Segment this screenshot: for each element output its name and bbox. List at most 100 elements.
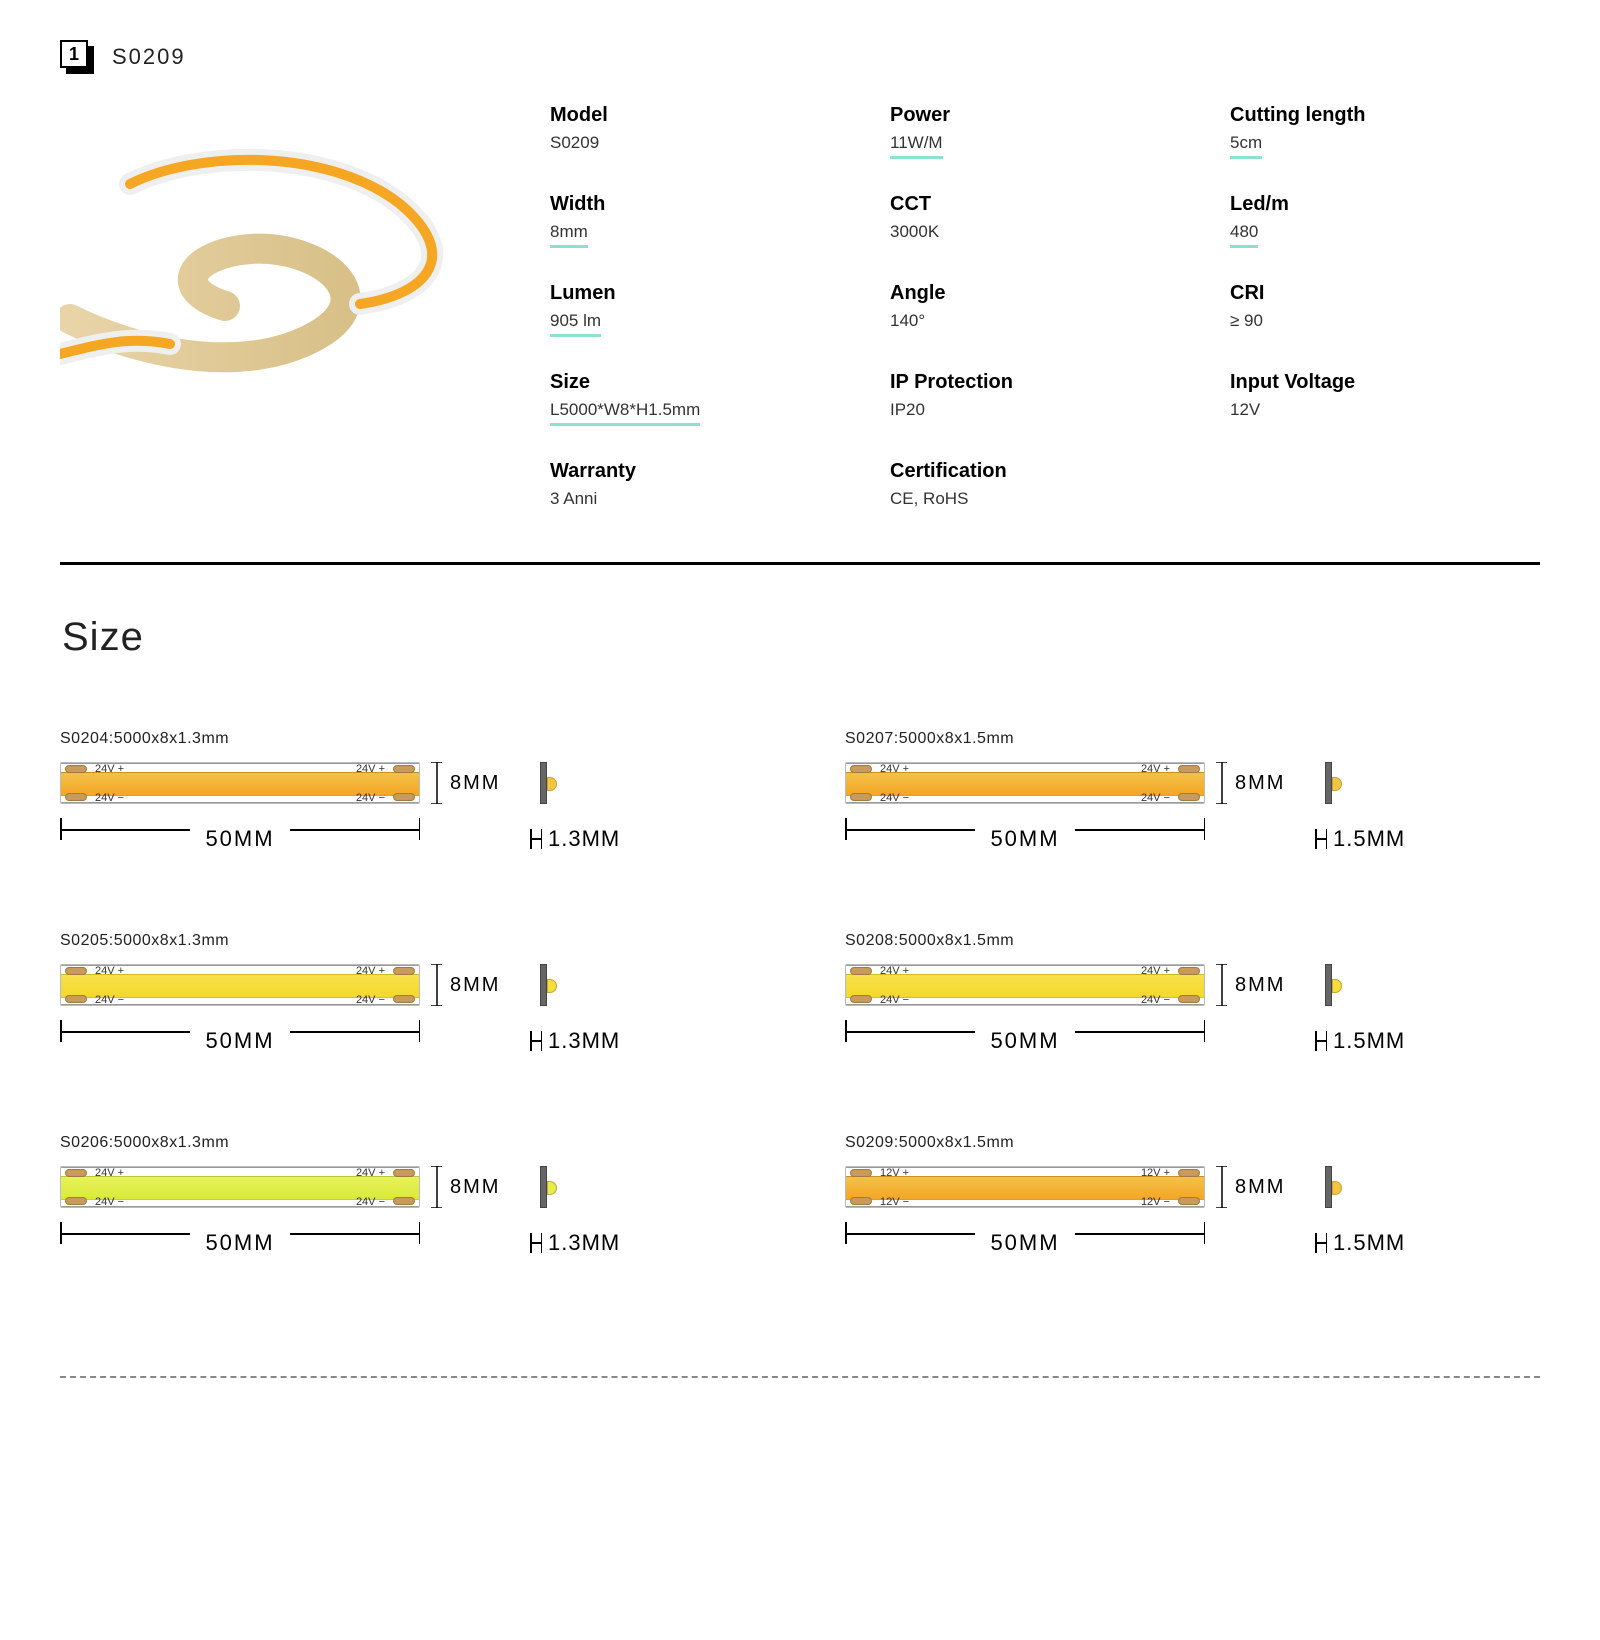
cross-section — [540, 964, 566, 1006]
cross-section — [1325, 964, 1351, 1006]
voltage-label: 24V − — [1141, 792, 1170, 804]
height-dimension: 8MM — [1215, 1166, 1285, 1208]
height-dimension: 8MM — [1215, 762, 1285, 804]
thickness-value: 1.3MM — [548, 1028, 620, 1054]
solder-pad — [850, 1197, 872, 1205]
size-item: S0206:5000x8x1.3mm24V +24V +24V −24V −8M… — [60, 1134, 755, 1256]
spec-item: Lumen 905 lm — [550, 282, 860, 337]
dimension-row: 50MM 1.5MM — [845, 826, 1540, 852]
height-value: 8MM — [1235, 772, 1285, 795]
product-code: S0209 — [112, 44, 186, 70]
solder-pad — [1178, 1197, 1200, 1205]
spec-value: S0209 — [550, 133, 599, 156]
width-dimension: 50MM — [845, 1230, 1205, 1256]
spec-item: Power11W/M — [890, 104, 1200, 159]
strip-diagram: 12V +12V +12V −12V −8MM — [845, 1166, 1540, 1208]
voltage-label: 24V − — [356, 1196, 385, 1208]
spec-value: 140° — [890, 311, 925, 334]
height-value: 8MM — [450, 974, 500, 997]
size-caption: S0206:5000x8x1.3mm — [60, 1134, 755, 1152]
voltage-label: 24V − — [95, 994, 124, 1006]
voltage-label: 12V − — [880, 1196, 909, 1208]
spec-value: 8mm — [550, 222, 588, 248]
spec-label: CRI — [1230, 282, 1540, 305]
cross-section — [1325, 1166, 1351, 1208]
thickness-value: 1.5MM — [1333, 826, 1405, 852]
solder-pad — [393, 1197, 415, 1205]
spec-value: 5cm — [1230, 133, 1262, 159]
thickness-value: 1.5MM — [1333, 1230, 1405, 1256]
voltage-label: 24V + — [1141, 763, 1170, 775]
dotted-divider — [60, 1376, 1540, 1378]
strip-diagram: 24V +24V +24V −24V −8MM — [845, 964, 1540, 1006]
header: 1 S0209 — [60, 40, 1540, 74]
spec-item: CCT 3000K — [890, 193, 1200, 248]
spec-value: 905 lm — [550, 311, 601, 337]
size-item: S0208:5000x8x1.5mm24V +24V +24V −24V −8M… — [845, 932, 1540, 1054]
spec-value: 12V — [1230, 400, 1260, 423]
spec-value: 11W/M — [890, 133, 943, 159]
size-caption: S0204:5000x8x1.3mm — [60, 730, 755, 748]
top-section: ModelS0209 Power11W/M Cutting length 5cm Wid… — [60, 94, 1540, 512]
size-heading: Size — [62, 615, 1540, 660]
size-item: S0209:5000x8x1.5mm12V +12V +12V −12V −8M… — [845, 1134, 1540, 1256]
dimension-row: 50MM1.3MM — [60, 1230, 755, 1256]
voltage-label: 12V + — [1141, 1167, 1170, 1179]
spec-label: Size — [550, 371, 860, 394]
width-value: 50MM — [205, 1028, 274, 1054]
thickness-dimension: 1.5MM — [1315, 826, 1405, 852]
width-value: 50MM — [990, 1028, 1059, 1054]
spec-item: ModelS0209 — [550, 104, 860, 159]
section-divider — [60, 562, 1540, 565]
spec-label: Width — [550, 193, 860, 216]
solder-pad — [1178, 995, 1200, 1003]
width-dimension: 50MM — [845, 826, 1205, 852]
size-item: S0204:5000x8x1.3mm24V +24V +24V −24V −8M… — [60, 730, 755, 852]
height-value: 8MM — [1235, 974, 1285, 997]
size-caption: S0207:5000x8x1.5mm — [845, 730, 1540, 748]
solder-pad — [393, 967, 415, 975]
cross-section — [1325, 762, 1351, 804]
spec-label: Led/m — [1230, 193, 1540, 216]
solder-pad — [850, 793, 872, 801]
size-item: S0205:5000x8x1.3mm24V +24V +24V −24V −8M… — [60, 932, 755, 1054]
spec-value: CE, RoHS — [890, 489, 968, 512]
width-value: 50MM — [990, 826, 1059, 852]
product-image — [60, 94, 510, 414]
width-value: 50MM — [990, 1230, 1059, 1256]
size-caption: S0205:5000x8x1.3mm — [60, 932, 755, 950]
voltage-label: 24V − — [356, 994, 385, 1006]
thickness-value: 1.5MM — [1333, 1028, 1405, 1054]
solder-pad — [65, 765, 87, 773]
thickness-dimension: 1.3MM — [530, 826, 620, 852]
voltage-label: 24V − — [95, 792, 124, 804]
height-dimension: 8MM — [1215, 964, 1285, 1006]
solder-pad — [393, 995, 415, 1003]
solder-pad — [850, 765, 872, 773]
dimension-row: 50MM 1.3MM — [60, 1028, 755, 1054]
solder-pad — [393, 793, 415, 801]
spec-item: IP ProtectionIP20 — [890, 371, 1200, 426]
spec-label: Lumen — [550, 282, 860, 305]
voltage-label: 24V − — [880, 994, 909, 1006]
spec-value: 3000K — [890, 222, 939, 245]
strip-diagram: 24V +24V +24V −24V −8MM — [60, 1166, 755, 1208]
spec-grid: ModelS0209 Power11W/M Cutting length 5cm Wid… — [550, 94, 1540, 512]
height-value: 8MM — [450, 1176, 500, 1199]
solder-pad — [1178, 1169, 1200, 1177]
spec-item: Input Voltage12V — [1230, 371, 1540, 426]
spec-item: Warranty3 Anni — [550, 460, 860, 512]
voltage-label: 24V + — [356, 763, 385, 775]
thickness-dimension: 1.5MM — [1315, 1028, 1405, 1054]
strip-diagram: 24V +24V +24V −24V −8MM — [60, 964, 755, 1006]
width-value: 50MM — [205, 826, 274, 852]
index-badge: 1 — [60, 40, 94, 74]
voltage-label: 24V − — [1141, 994, 1170, 1006]
spec-label: CCT — [890, 193, 1200, 216]
spec-value: ≥ 90 — [1230, 311, 1263, 334]
voltage-label: 24V − — [880, 792, 909, 804]
solder-pad — [850, 1169, 872, 1177]
height-value: 8MM — [450, 772, 500, 795]
spec-label: Cutting length — [1230, 104, 1540, 127]
size-item: S0207:5000x8x1.5mm24V +24V +24V −24V −8M… — [845, 730, 1540, 852]
